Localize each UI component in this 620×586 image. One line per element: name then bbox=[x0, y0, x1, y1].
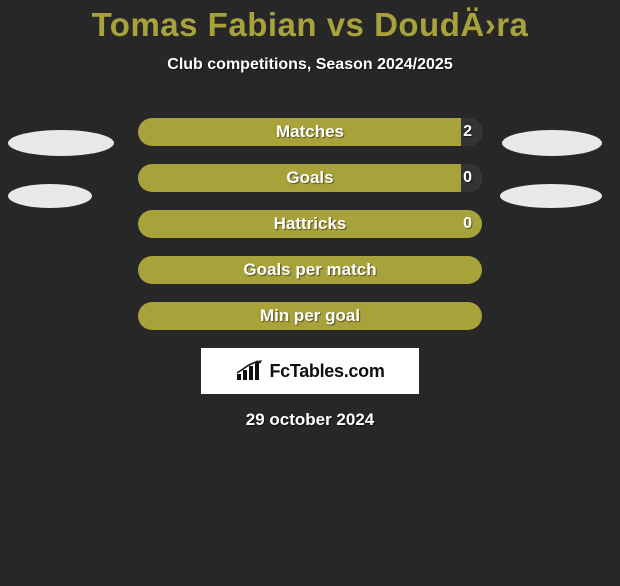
stat-label: Goals per match bbox=[243, 260, 376, 280]
comparison-chart: Matches 2 Goals 0 Hattricks 0 Goals per match M… bbox=[138, 118, 482, 330]
stat-label: Hattricks bbox=[274, 214, 347, 234]
decorative-blob bbox=[502, 130, 602, 156]
decorative-blob bbox=[8, 184, 92, 208]
page-subtitle: Club competitions, Season 2024/2025 bbox=[0, 56, 620, 74]
page-title: Tomas Fabian vs DoudÄ›ra bbox=[0, 6, 620, 44]
stat-row: Hattricks 0 bbox=[138, 210, 482, 238]
stat-value-right: 0 bbox=[463, 215, 472, 233]
stat-row: Min per goal bbox=[138, 302, 482, 330]
logo-box: FcTables.com bbox=[201, 348, 419, 394]
chart-icon bbox=[235, 360, 263, 382]
logo-text: FcTables.com bbox=[269, 361, 384, 382]
stat-row: Goals per match bbox=[138, 256, 482, 284]
stat-label: Min per goal bbox=[260, 306, 360, 326]
stat-value-right: 2 bbox=[463, 123, 472, 141]
stat-row: Goals 0 bbox=[138, 164, 482, 192]
decorative-blob bbox=[8, 130, 114, 156]
stat-label: Goals bbox=[286, 168, 333, 188]
stat-value-right: 0 bbox=[463, 169, 472, 187]
date-label: 29 october 2024 bbox=[0, 410, 620, 430]
stat-label: Matches bbox=[276, 122, 344, 142]
stat-row: Matches 2 bbox=[138, 118, 482, 146]
decorative-blob bbox=[500, 184, 602, 208]
